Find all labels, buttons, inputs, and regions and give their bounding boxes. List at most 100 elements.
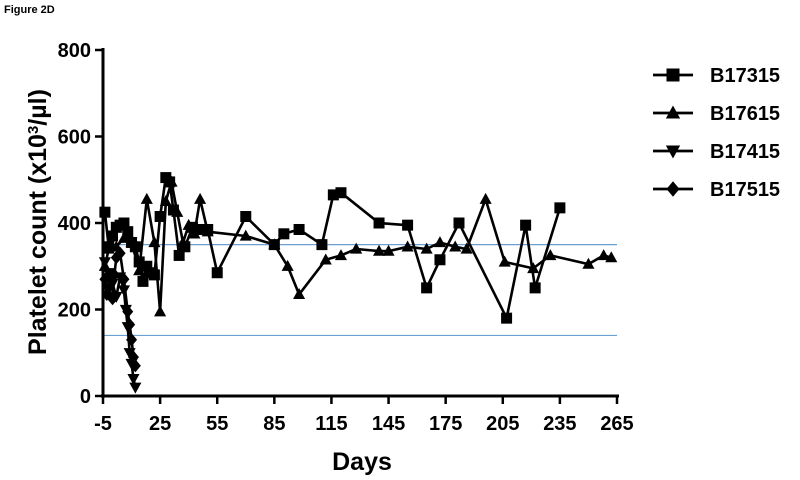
x-tick-label: 205 bbox=[486, 413, 519, 435]
legend-marker-B17615 bbox=[665, 105, 681, 119]
data-point-B17315 bbox=[122, 226, 134, 238]
data-point-B17315 bbox=[148, 269, 160, 281]
data-point-B17615 bbox=[527, 262, 540, 274]
x-tick-label: 175 bbox=[429, 413, 462, 435]
data-point-B17315 bbox=[373, 217, 385, 229]
figure-label: Figure 2D bbox=[4, 4, 55, 16]
data-point-B17515 bbox=[122, 305, 134, 319]
data-point-B17615 bbox=[401, 240, 414, 252]
data-point-B17615 bbox=[125, 236, 138, 248]
data-point-B17615 bbox=[133, 264, 146, 276]
data-point-B17615 bbox=[165, 175, 178, 187]
data-point-B17615 bbox=[268, 238, 281, 250]
data-point-B17315 bbox=[554, 202, 566, 214]
data-point-B17615 bbox=[460, 242, 473, 254]
legend-label-B17615: B17615 bbox=[710, 103, 780, 125]
data-point-B17515 bbox=[99, 272, 111, 286]
data-point-B17515 bbox=[114, 246, 126, 260]
data-point-B17515 bbox=[103, 281, 115, 295]
legend-label-B17515: B17515 bbox=[710, 179, 780, 201]
data-point-B17315 bbox=[520, 219, 532, 231]
data-point-B17315 bbox=[211, 267, 223, 279]
data-point-B17315 bbox=[167, 204, 179, 216]
y-tick-label: 0 bbox=[80, 386, 91, 408]
x-tick-label: 265 bbox=[600, 413, 633, 435]
data-point-B17615 bbox=[154, 305, 167, 317]
data-point-B17615 bbox=[420, 242, 433, 254]
data-point-B17315 bbox=[141, 260, 153, 272]
data-point-B17515 bbox=[124, 318, 136, 332]
data-point-B17615 bbox=[372, 244, 386, 256]
data-point-B17615 bbox=[281, 259, 294, 271]
data-point-B17615 bbox=[498, 255, 511, 267]
data-point-B17615 bbox=[182, 218, 195, 230]
data-point-B17315 bbox=[316, 239, 328, 251]
data-point-B17615 bbox=[293, 288, 306, 300]
legend-marker-B17515 bbox=[666, 181, 680, 197]
data-point-B17415 bbox=[123, 348, 136, 360]
data-point-B17615 bbox=[194, 192, 207, 204]
data-point-B17615 bbox=[117, 231, 130, 243]
data-point-B17615 bbox=[176, 236, 190, 248]
data-point-B17315 bbox=[293, 223, 305, 235]
data-point-B17315 bbox=[194, 223, 206, 235]
y-axis-title-main: Platelet count (x10 bbox=[24, 134, 52, 355]
data-point-B17615 bbox=[582, 257, 595, 269]
data-point-B17315 bbox=[529, 282, 541, 294]
data-point-B17315 bbox=[453, 217, 465, 229]
data-point-B17315 bbox=[118, 217, 130, 229]
data-point-B17615 bbox=[159, 195, 172, 207]
x-tick-label: 85 bbox=[263, 413, 285, 435]
data-point-B17515 bbox=[118, 272, 130, 286]
legend: B17315 B17615 B17415 B17515 bbox=[653, 65, 780, 201]
y-axis-ticks: 0 200 400 600 800 bbox=[58, 40, 103, 408]
data-point-B17615 bbox=[479, 192, 492, 204]
data-point-B17615 bbox=[334, 249, 348, 261]
data-point-B17415 bbox=[106, 278, 119, 290]
x-tick-label: 115 bbox=[315, 413, 347, 435]
x-axis-title: Days bbox=[332, 448, 392, 476]
data-point-B17615 bbox=[382, 244, 395, 256]
data-point-B17615 bbox=[239, 229, 252, 241]
data-point-B17315 bbox=[240, 211, 252, 223]
data-point-B17315 bbox=[421, 282, 433, 294]
y-tick-label: 400 bbox=[58, 213, 91, 235]
x-tick-label: 55 bbox=[206, 413, 228, 435]
data-point-B17615 bbox=[201, 225, 214, 237]
data-point-B17415 bbox=[117, 285, 130, 297]
data-point-B17315 bbox=[335, 187, 347, 199]
data-point-B17315 bbox=[278, 228, 290, 240]
data-point-B17315 bbox=[501, 312, 513, 324]
y-tick-label: 200 bbox=[58, 300, 91, 322]
data-point-B17615 bbox=[605, 251, 618, 263]
data-point-B17615 bbox=[597, 249, 610, 261]
x-tick-label: 235 bbox=[543, 413, 576, 435]
data-point-B17615 bbox=[544, 249, 557, 261]
series-line-B17615 bbox=[103, 180, 612, 314]
x-tick-label: -5 bbox=[94, 413, 112, 435]
data-point-B17315 bbox=[173, 249, 185, 261]
data-point-B17415 bbox=[102, 268, 115, 280]
data-point-B17315 bbox=[154, 211, 166, 223]
data-point-B17515 bbox=[108, 268, 120, 282]
legend-label-B17415: B17415 bbox=[710, 141, 780, 163]
data-point-B17615 bbox=[449, 240, 462, 252]
legend-marker-B17315 bbox=[666, 68, 680, 82]
data-point-B17615 bbox=[148, 236, 161, 248]
x-tick-label: 145 bbox=[372, 413, 405, 435]
x-axis-ticks: -5 25 55 85 115 145 175 205 235 265 bbox=[94, 396, 634, 435]
y-axis-title: Platelet count (x103/µl) bbox=[24, 89, 52, 355]
y-tick-label: 600 bbox=[58, 127, 91, 149]
data-point-B17315 bbox=[402, 219, 414, 231]
data-point-B17315 bbox=[99, 206, 111, 218]
data-point-B17515 bbox=[126, 333, 138, 347]
data-point-B17515 bbox=[129, 359, 141, 373]
legend-label-B17315: B17315 bbox=[710, 65, 780, 87]
data-point-B17415 bbox=[129, 382, 142, 394]
data-point-B17615 bbox=[433, 236, 447, 248]
data-point-B17315 bbox=[133, 256, 145, 268]
x-tick-label: 25 bbox=[149, 413, 171, 435]
data-point-B17515 bbox=[107, 292, 119, 306]
data-point-B17415 bbox=[98, 257, 111, 269]
